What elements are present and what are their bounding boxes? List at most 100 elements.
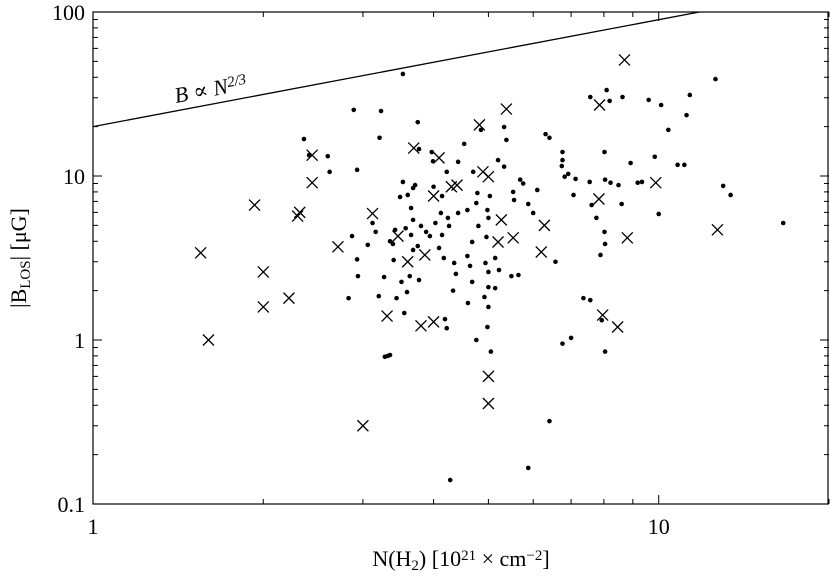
x-axis-label: N(H2) [1021 × cm−2] [372, 546, 549, 574]
dot-point [410, 247, 416, 253]
dot-point [465, 300, 471, 306]
cross-point [593, 99, 606, 111]
dot-point [619, 201, 624, 207]
cross-point [194, 246, 207, 259]
dot-point [602, 229, 607, 235]
dot-point [365, 242, 371, 248]
cross-point [306, 149, 319, 162]
cross-point [291, 210, 304, 222]
dot-point [602, 149, 607, 155]
dot-point [639, 179, 645, 185]
dot-point [427, 233, 433, 239]
x-axis-label-part: 21 [461, 548, 476, 564]
dot-point [408, 205, 414, 211]
dot-point [604, 87, 609, 93]
dot-point [376, 293, 382, 299]
dot-point [573, 176, 578, 182]
dot-point [713, 76, 718, 82]
dot-point [646, 97, 651, 103]
dot-point [525, 465, 531, 471]
dot-point [474, 337, 479, 343]
dot-point [516, 272, 521, 278]
dot-point [547, 418, 552, 424]
dot-point [484, 234, 489, 240]
dot-point [571, 192, 576, 198]
y-axis-label-part: |B [6, 289, 31, 308]
x-tick-label: 10 [648, 514, 670, 539]
dot-point [354, 167, 360, 173]
dot-point [442, 316, 448, 322]
dot-point [423, 229, 429, 235]
dot-point [349, 233, 355, 239]
dot-point [397, 194, 403, 200]
dot-point [608, 180, 613, 186]
dot-point [510, 189, 516, 195]
x-axis-label-part: ) [10 [419, 546, 461, 571]
dot-point [410, 217, 416, 223]
y-tick-label: 0.1 [58, 492, 86, 517]
x-tick-label: 1 [88, 514, 99, 539]
dot-point [394, 295, 399, 301]
dot-point [599, 317, 605, 323]
dot-point [415, 119, 421, 125]
dot-point [581, 295, 586, 301]
dot-point [562, 174, 567, 180]
annotation: B ∝ N2/3 [172, 70, 249, 108]
cross-point [451, 179, 463, 192]
dot-point [482, 294, 487, 300]
dot-point [378, 108, 384, 114]
dot-point [501, 164, 507, 169]
cross-point [473, 118, 486, 131]
dot-point [387, 238, 393, 244]
dot-point [559, 163, 565, 169]
dot-point [405, 192, 411, 198]
cross-point [415, 319, 427, 332]
dot-point [451, 260, 457, 266]
x-axis-label-part: × cm [476, 546, 526, 571]
dot-point [483, 260, 488, 266]
dot-point [568, 335, 574, 341]
cross-point [711, 223, 724, 236]
dot-point [511, 197, 517, 203]
dot-point [439, 193, 445, 199]
dot-point [439, 232, 445, 238]
dot-point [495, 157, 501, 163]
dot-point [467, 263, 473, 269]
dot-point [470, 169, 476, 175]
x-axis-label-part: −2 [526, 548, 542, 564]
dot-point [666, 127, 671, 133]
dot-point [404, 289, 410, 295]
cross-point [366, 207, 379, 220]
dot-point [492, 285, 498, 291]
dot-point [635, 180, 640, 186]
x-axis-label-part: ] [542, 546, 549, 571]
dot-point [525, 201, 531, 207]
cross-point [492, 236, 505, 248]
y-axis-label: |BLOS| [μG] [6, 208, 34, 308]
cross-point [427, 315, 440, 328]
dot-point [565, 171, 571, 177]
dot-point [486, 284, 491, 290]
dot-point [486, 304, 491, 310]
dot-point [400, 179, 406, 185]
dot-point [476, 223, 481, 229]
y-axis-label-part: LOS [18, 260, 34, 288]
dot-point [687, 92, 693, 98]
dot-point [403, 225, 408, 231]
cross-point [618, 53, 631, 66]
dot-point [504, 137, 509, 143]
dot-point [391, 257, 396, 263]
dot-point [780, 220, 786, 226]
dot-point [588, 94, 593, 100]
cross-point [293, 206, 306, 219]
dot-point [684, 112, 689, 118]
dot-point [445, 215, 451, 221]
dot-point [534, 187, 540, 193]
cross-point [592, 193, 605, 205]
dot-point [469, 239, 475, 245]
x-axis-label-part: 2 [411, 558, 419, 574]
dot-point [520, 181, 526, 186]
dot-point [488, 349, 494, 354]
dot-point [346, 295, 351, 301]
dot-point [675, 162, 680, 168]
